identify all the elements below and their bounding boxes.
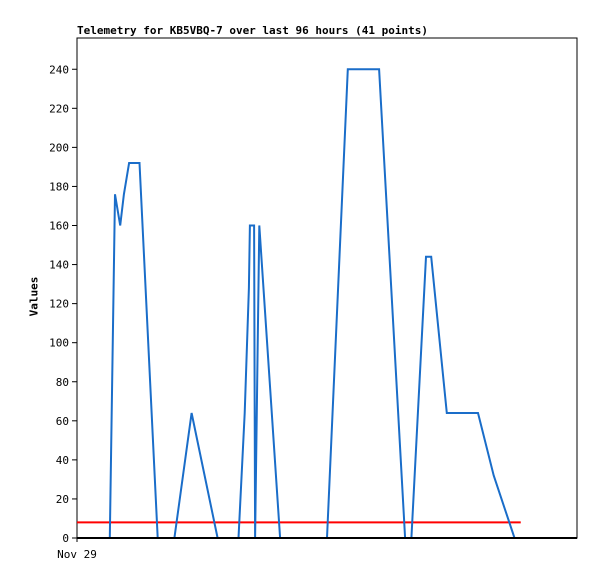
y-tick-label: 180 bbox=[49, 180, 69, 193]
y-tick-label: 60 bbox=[56, 415, 69, 428]
y-tick-label: 240 bbox=[49, 63, 69, 76]
y-tick-label: 200 bbox=[49, 141, 69, 154]
y-tick-label: 100 bbox=[49, 337, 69, 350]
x-tick-label: Nov 29 bbox=[57, 548, 97, 561]
series-line bbox=[77, 68, 521, 539]
chart-title: Telemetry for KB5VBQ-7 over last 96 hour… bbox=[77, 24, 428, 37]
y-tick-label: 80 bbox=[56, 376, 69, 389]
y-axis-label: Values bbox=[27, 276, 41, 317]
y-tick-label: 20 bbox=[56, 493, 69, 506]
plot-frame bbox=[76, 37, 578, 539]
y-tick-label: 160 bbox=[49, 220, 69, 233]
y-tick-label: 0 bbox=[62, 532, 69, 545]
y-tick-label: 120 bbox=[49, 298, 69, 311]
y-tick-label: 140 bbox=[49, 259, 69, 272]
y-tick-label: 40 bbox=[56, 454, 69, 467]
y-tick-label: 220 bbox=[49, 102, 69, 115]
